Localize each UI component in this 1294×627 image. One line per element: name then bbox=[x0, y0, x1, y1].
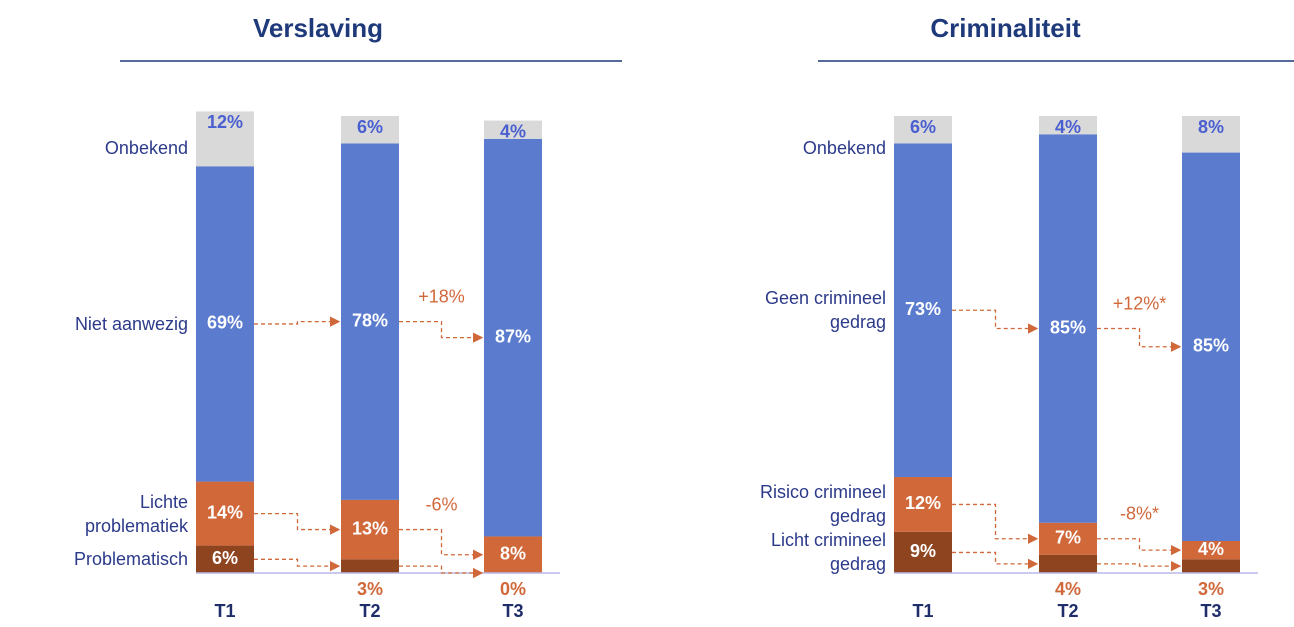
bar-segment bbox=[484, 536, 542, 573]
legend-label: Lichte problematiek bbox=[84, 491, 188, 536]
change-arrow bbox=[254, 316, 341, 327]
value-label: 13% bbox=[352, 518, 388, 538]
x-tick-label: T1 bbox=[214, 601, 235, 621]
value-label: 3% bbox=[1198, 579, 1224, 599]
legend-label: Onbekend bbox=[802, 138, 886, 158]
value-label: 4% bbox=[1055, 579, 1081, 599]
value-label: 14% bbox=[207, 502, 243, 522]
value-label: 6% bbox=[212, 548, 238, 568]
legend-label: Risico crimineel gedrag bbox=[759, 482, 886, 527]
x-tick-label: T1 bbox=[912, 601, 933, 621]
value-label: 4% bbox=[1198, 539, 1224, 559]
bar-segment bbox=[1039, 522, 1097, 555]
bar-segment bbox=[196, 111, 254, 167]
x-tick-label: T3 bbox=[1200, 601, 1221, 621]
change-arrow bbox=[399, 321, 484, 343]
legend-label: Problematisch bbox=[73, 549, 188, 570]
bar-segment bbox=[1039, 134, 1097, 523]
bar-segment bbox=[196, 481, 254, 546]
value-label: 69% bbox=[207, 313, 243, 333]
bar-segment bbox=[894, 477, 952, 532]
legend-label: Niet aanwezig bbox=[74, 313, 188, 334]
value-label: 0% bbox=[500, 579, 526, 599]
value-label: 85% bbox=[1050, 317, 1086, 337]
value-label: 9% bbox=[910, 541, 936, 561]
change-arrow bbox=[1097, 538, 1182, 556]
legend-label: Licht crimineel gedrag bbox=[770, 530, 886, 575]
x-tick-label: T2 bbox=[359, 601, 380, 621]
bar-segment bbox=[1039, 554, 1097, 573]
change-arrow bbox=[399, 565, 484, 579]
value-label: 4% bbox=[500, 121, 526, 141]
change-label: +18% bbox=[418, 286, 465, 306]
bar-segment bbox=[1182, 541, 1240, 560]
chart-title: Criminaliteit bbox=[930, 13, 1081, 43]
value-label: 85% bbox=[1193, 336, 1229, 356]
change-arrow bbox=[952, 503, 1039, 544]
value-label: 7% bbox=[1055, 527, 1081, 547]
value-label: 78% bbox=[352, 310, 388, 330]
value-label: 12% bbox=[905, 493, 941, 513]
change-arrow bbox=[1097, 560, 1182, 572]
value-label: 12% bbox=[207, 112, 243, 132]
bar-segment bbox=[894, 531, 952, 573]
bar-segment bbox=[1039, 116, 1097, 135]
value-label: 4% bbox=[1055, 117, 1081, 137]
change-arrow bbox=[952, 551, 1039, 570]
bar-segment bbox=[196, 545, 254, 573]
change-arrow bbox=[254, 558, 341, 572]
value-label: 73% bbox=[905, 299, 941, 319]
change-arrow bbox=[254, 512, 341, 535]
bar-segment bbox=[341, 116, 399, 144]
value-label: 8% bbox=[1198, 117, 1224, 137]
change-arrow bbox=[399, 528, 484, 560]
change-label: -6% bbox=[425, 494, 457, 514]
bar-segment bbox=[196, 166, 254, 482]
bar-segment bbox=[341, 499, 399, 560]
bar-segment bbox=[341, 559, 399, 573]
bar-segment bbox=[1182, 152, 1240, 542]
bar-segment bbox=[894, 116, 952, 144]
value-label: 6% bbox=[357, 117, 383, 137]
value-label: 3% bbox=[357, 579, 383, 599]
legend-label: Onbekend bbox=[104, 138, 188, 158]
x-tick-label: T2 bbox=[1057, 601, 1078, 621]
bar-segment bbox=[341, 143, 399, 500]
bar-segment bbox=[894, 143, 952, 478]
bar-segment bbox=[1182, 559, 1240, 573]
x-tick-label: T3 bbox=[502, 601, 523, 621]
bar-segment bbox=[484, 138, 542, 537]
legend-label: Geen crimineel gedrag bbox=[764, 288, 886, 333]
change-arrow bbox=[1097, 327, 1182, 352]
change-label: +12%* bbox=[1113, 293, 1167, 313]
value-label: 8% bbox=[500, 543, 526, 563]
change-arrow bbox=[952, 309, 1039, 334]
value-label: 6% bbox=[910, 117, 936, 137]
value-label: 87% bbox=[495, 326, 531, 346]
chart-title: Verslaving bbox=[253, 13, 383, 43]
change-label: -8%* bbox=[1120, 503, 1159, 523]
bar-segment bbox=[1182, 116, 1240, 153]
bar-segment bbox=[484, 120, 542, 139]
